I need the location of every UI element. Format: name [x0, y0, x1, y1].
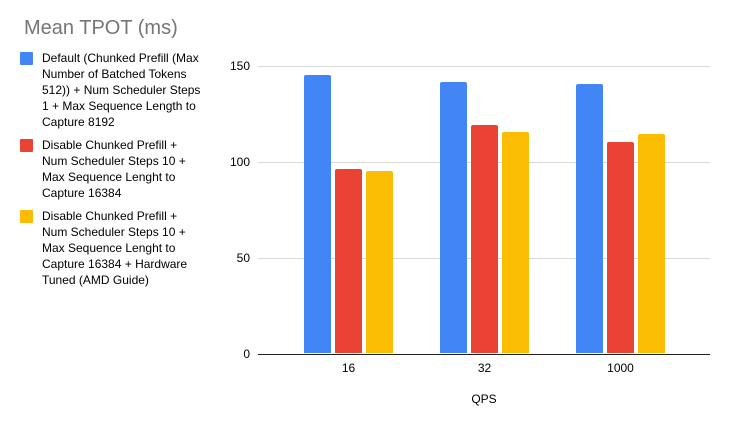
legend-item-label: Default (Chunked Prefill (Max Number of … — [42, 51, 201, 129]
y-tick-label-0: 0 — [243, 347, 250, 361]
bar-group-qps-16 — [304, 75, 393, 353]
legend-item-3: Disable Chunked Prefill + Num Scheduler … — [20, 208, 225, 288]
bar-series1-qps-32[interactable] — [440, 82, 467, 353]
bar-series3-qps-1000[interactable] — [638, 134, 665, 353]
y-gridline-150 — [258, 66, 710, 67]
x-tick-label-1000: 1000 — [607, 361, 634, 375]
legend-item-label: Disable Chunked Prefill + Num Scheduler … — [42, 209, 188, 287]
bar-series3-qps-32[interactable] — [502, 132, 529, 353]
legend-item-label: Disable Chunked Prefill + Num Scheduler … — [42, 138, 186, 200]
x-axis-title: QPS — [471, 392, 497, 406]
bar-group-qps-32 — [440, 82, 529, 353]
bar-series2-qps-32[interactable] — [471, 125, 498, 353]
legend-swatch-icon — [20, 139, 33, 152]
legend-swatch-icon — [20, 210, 33, 223]
chart-title: Mean TPOT (ms) — [24, 17, 178, 39]
bar-series1-qps-1000[interactable] — [576, 84, 603, 353]
bar-series3-qps-16[interactable] — [366, 171, 393, 353]
chart-legend: Default (Chunked Prefill (Max Number of … — [20, 50, 225, 295]
bar-series2-qps-16[interactable] — [335, 169, 362, 353]
plot-area: 0 50 100 150 16 32 1000 — [230, 59, 710, 375]
legend-swatch-icon — [20, 52, 33, 65]
y-tick-label-50: 50 — [236, 251, 250, 265]
x-tick-label-32: 32 — [477, 361, 492, 375]
bar-group-qps-1000 — [576, 84, 665, 353]
x-tick-label-16: 16 — [341, 361, 356, 375]
y-tick-label-150: 150 — [229, 59, 250, 73]
bar-series2-qps-1000[interactable] — [607, 142, 634, 353]
legend-item-2: Disable Chunked Prefill + Num Scheduler … — [20, 137, 225, 201]
legend-item-1: Default (Chunked Prefill (Max Number of … — [20, 50, 225, 130]
y-tick-label-100: 100 — [229, 155, 250, 169]
x-axis-line — [258, 354, 710, 355]
bar-series1-qps-16[interactable] — [304, 75, 331, 353]
